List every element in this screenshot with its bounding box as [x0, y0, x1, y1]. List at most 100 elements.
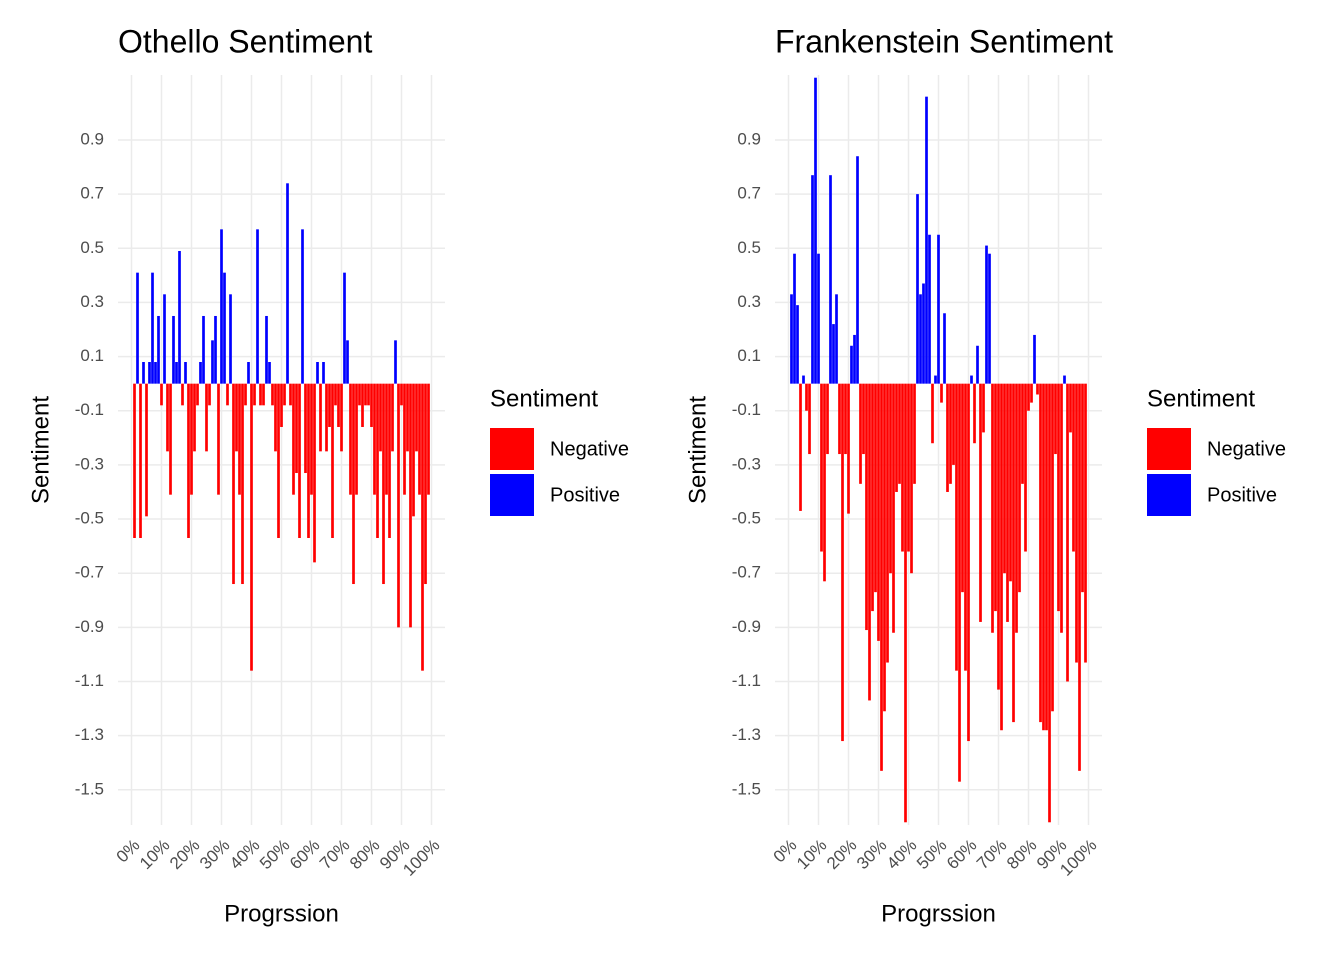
- bar: [190, 383, 193, 495]
- bar: [871, 383, 874, 612]
- bar: [415, 383, 418, 452]
- bar: [151, 272, 154, 384]
- bar: [859, 383, 862, 484]
- panel: 0.9 0.7 0.5 0.3 0.1 -0.1 -0.3 -0.5 -0.7 -0.9 -1.1 -…: [684, 23, 1286, 927]
- bar: [811, 175, 814, 384]
- bar: [1045, 383, 1048, 731]
- bar: [850, 345, 853, 384]
- bar: [958, 383, 961, 782]
- bar: [1036, 383, 1039, 395]
- x-tick-label: 60%: [286, 836, 323, 873]
- bar: [250, 383, 253, 671]
- bar: [139, 383, 142, 538]
- bar: [1048, 383, 1051, 823]
- bar: [1081, 383, 1084, 593]
- bar: [1015, 383, 1018, 633]
- bar: [379, 383, 382, 452]
- bar: [322, 362, 325, 384]
- legend-title: Sentiment: [1147, 385, 1255, 412]
- bar: [334, 383, 337, 406]
- bar: [274, 383, 277, 452]
- legend-label: Positive: [550, 484, 620, 506]
- legend-title: Sentiment: [490, 385, 598, 412]
- bar: [991, 383, 994, 633]
- bar: [283, 383, 286, 406]
- bar: [358, 383, 361, 406]
- bar: [1054, 383, 1057, 455]
- bar: [373, 383, 376, 495]
- y-tick-label: -0.9: [75, 617, 104, 636]
- x-tick-label: 20%: [166, 836, 203, 873]
- bar: [376, 383, 379, 538]
- legend-key: [490, 474, 534, 516]
- bar: [805, 383, 808, 411]
- bar: [238, 383, 241, 495]
- bar: [370, 383, 373, 427]
- y-tick-label: 0.3: [80, 292, 104, 311]
- bar: [1051, 383, 1054, 712]
- bar: [145, 383, 148, 517]
- bar: [244, 383, 247, 406]
- bar: [148, 362, 151, 384]
- bar: [919, 294, 922, 384]
- bar: [394, 340, 397, 384]
- bar: [835, 294, 838, 384]
- bar: [1072, 383, 1075, 552]
- bar: [172, 315, 175, 384]
- bar: [388, 383, 391, 538]
- bar: [391, 383, 394, 452]
- y-tick-label: 0.1: [80, 346, 104, 365]
- bar: [997, 383, 1000, 690]
- x-tick-label: 10%: [793, 836, 830, 873]
- bar: [895, 383, 898, 492]
- y-axis-title: Sentiment: [27, 396, 54, 504]
- bar: [955, 383, 958, 671]
- bar: [199, 362, 202, 384]
- bar: [1078, 383, 1081, 771]
- bar: [907, 383, 910, 552]
- bar: [820, 383, 823, 552]
- x-axis-title: Progrssion: [881, 900, 996, 927]
- bar: [418, 383, 421, 495]
- bar: [226, 383, 229, 406]
- bar: [823, 383, 826, 582]
- bar: [313, 383, 316, 563]
- bar: [178, 250, 181, 384]
- bar: [253, 383, 256, 406]
- bar: [877, 383, 880, 641]
- bar: [241, 383, 244, 585]
- bar: [268, 362, 271, 384]
- bar: [814, 77, 817, 384]
- bar: [961, 383, 964, 593]
- y-tick-label: -1.1: [75, 671, 104, 690]
- bar: [1000, 383, 1003, 731]
- y-tick-label: -0.7: [75, 563, 104, 582]
- bar: [208, 383, 211, 406]
- bar: [412, 383, 415, 517]
- chart-title: Frankenstein Sentiment: [775, 23, 1113, 59]
- bar: [913, 383, 916, 484]
- bar: [1027, 383, 1030, 411]
- y-tick-label: -0.9: [732, 617, 761, 636]
- bar: [157, 315, 160, 384]
- x-tick-label: 10%: [136, 836, 173, 873]
- bar: [889, 383, 892, 574]
- bar: [421, 383, 424, 671]
- bar: [796, 305, 799, 384]
- bar: [1021, 383, 1024, 484]
- panel: 0.9 0.7 0.5 0.3 0.1 -0.1 -0.3 -0.5 -0.7 -0.9 -1.1 -…: [27, 23, 629, 927]
- legend-label: Negative: [550, 438, 629, 460]
- y-tick-label: 0.7: [737, 184, 761, 203]
- bar: [160, 383, 163, 406]
- bar: [829, 175, 832, 384]
- bar: [994, 383, 997, 612]
- bar: [1012, 383, 1015, 723]
- bar: [307, 383, 310, 538]
- bar: [337, 383, 340, 427]
- x-tick-label: 60%: [943, 836, 980, 873]
- bar: [916, 194, 919, 384]
- bar: [841, 383, 844, 742]
- bar: [424, 383, 427, 585]
- bar: [427, 383, 430, 495]
- bar: [349, 383, 352, 495]
